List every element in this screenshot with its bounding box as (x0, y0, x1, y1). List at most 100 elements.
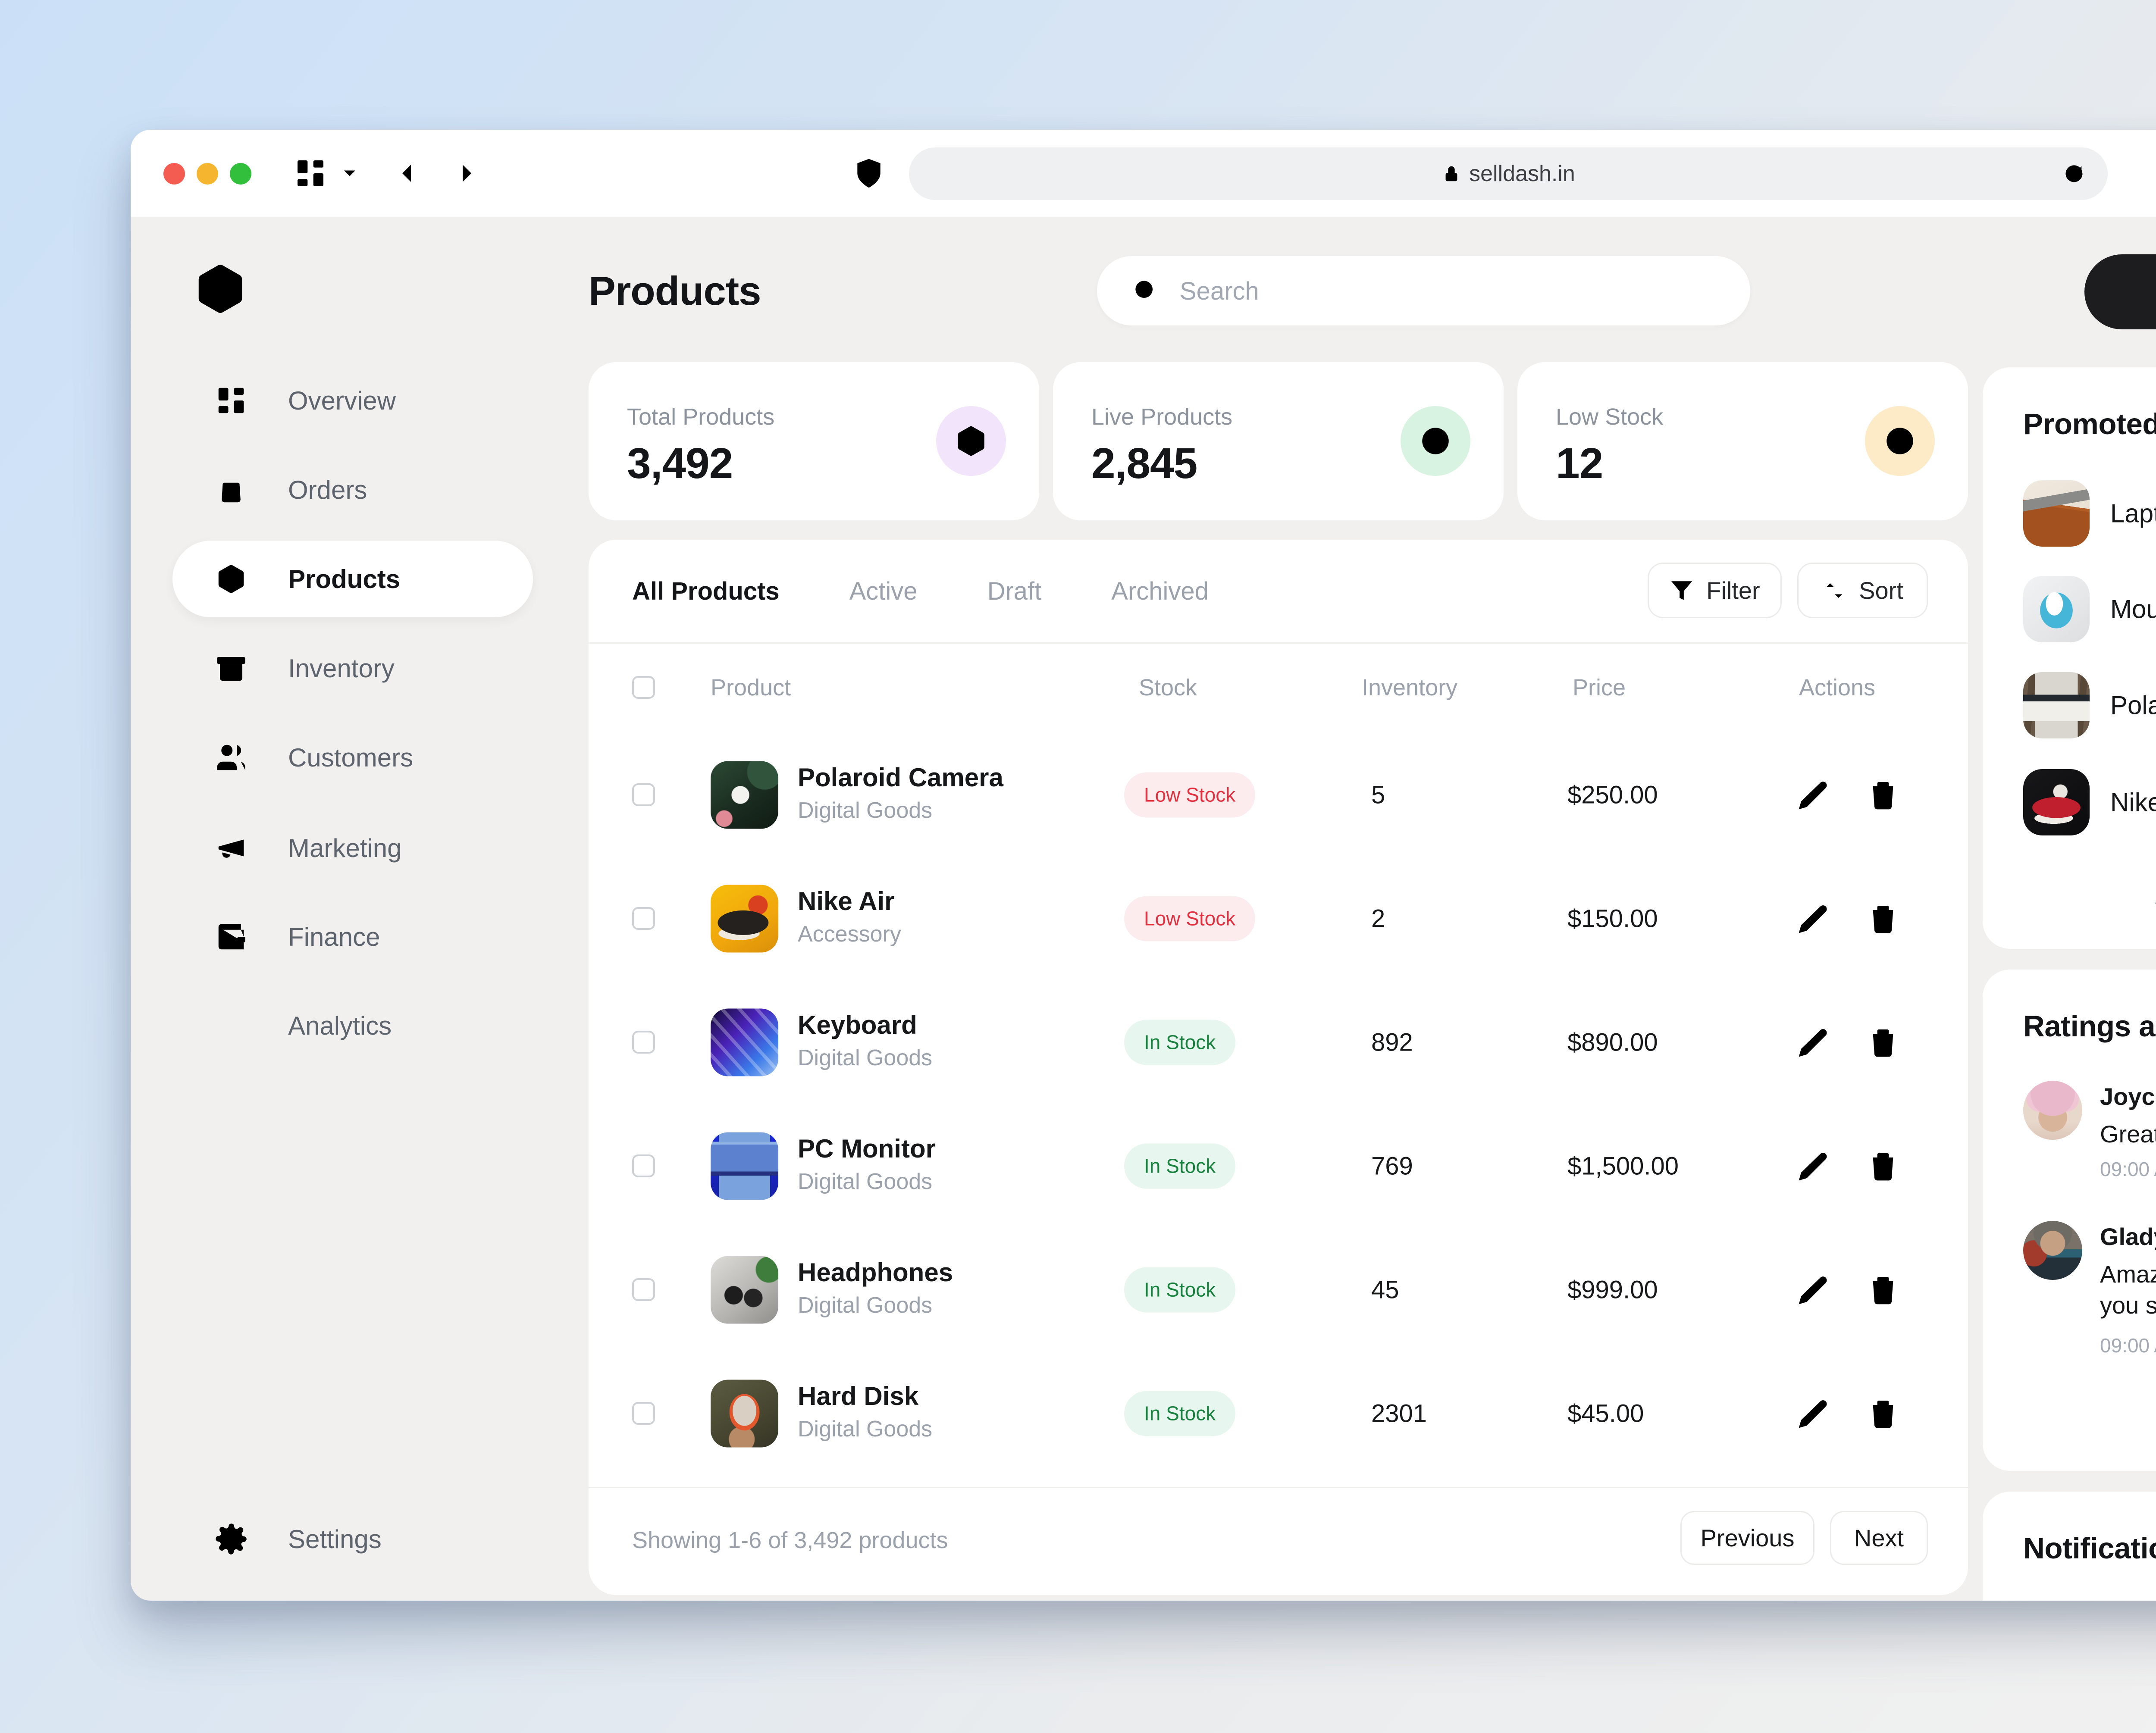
list-item[interactable]: Laptop Bag $60.00 (2023, 473, 2156, 554)
edit-pencil-icon[interactable] (1796, 1149, 1830, 1183)
previous-page-button[interactable]: Previous (1680, 1511, 1814, 1565)
reload-icon[interactable] (2063, 163, 2085, 185)
price-value: $890.00 (1567, 1028, 1658, 1056)
sidebar-item-label: Overview (288, 386, 396, 415)
check-circle-icon (1401, 406, 1470, 476)
sidebar-item-label: Settings (288, 1524, 382, 1554)
divider (589, 642, 1968, 644)
all-reviews-link[interactable]: All Reviews (1983, 1396, 2156, 1424)
sidebar-item-orders[interactable]: Orders (172, 451, 533, 528)
url-text: selldash.in (1469, 161, 1575, 186)
inventory-value: 892 (1371, 1028, 1413, 1056)
chevron-down-icon[interactable] (338, 162, 361, 185)
row-checkbox[interactable] (632, 783, 655, 806)
stock-badge: Low Stock (1124, 772, 1256, 817)
reviewer-avatar (2023, 1081, 2082, 1140)
back-icon[interactable] (389, 156, 424, 191)
column-header-price: Price (1573, 675, 1626, 701)
package-icon (936, 406, 1006, 476)
sidebar-item-label: Inventory (288, 654, 395, 683)
stat-label: Total Products (627, 404, 775, 430)
reviewer-name: Gladyce (2100, 1223, 2156, 1250)
promoted-products-card: Promoted Products Laptop Bag $60.00 Mous… (1983, 367, 2156, 949)
product-category: Digital Goods (798, 1169, 933, 1194)
notifications-title: Notifications (2023, 1532, 2156, 1565)
row-checkbox[interactable] (632, 1031, 655, 1054)
filter-label: Filter (1706, 577, 1760, 604)
sidebar-item-label: Marketing (288, 833, 402, 863)
filter-button[interactable]: Filter (1648, 563, 1782, 618)
sidebar-item-finance[interactable]: Finance (172, 898, 533, 975)
all-promoted-products-link[interactable]: All Promoted Products (1983, 881, 2156, 909)
table-row: Headphones Digital Goods In Stock 45 $99… (589, 1228, 1968, 1351)
browser-window: selldash.in Overview Orders Products (131, 130, 2156, 1601)
edit-pencil-icon[interactable] (1796, 1273, 1830, 1307)
edit-pencil-icon[interactable] (1796, 1396, 1830, 1431)
sort-button[interactable]: Sort (1797, 563, 1928, 618)
column-header-actions: Actions (1799, 675, 1876, 701)
shield-icon[interactable] (852, 156, 886, 191)
delete-trash-icon[interactable] (1866, 1025, 1900, 1060)
inventory-value: 769 (1371, 1152, 1413, 1180)
sidebar-item-label: Orders (288, 475, 367, 504)
sidebar-item-products[interactable]: Products (172, 541, 533, 617)
next-page-button[interactable]: Next (1830, 1511, 1928, 1565)
tab-all-products[interactable]: All Products (632, 577, 780, 605)
edit-pencil-icon[interactable] (1796, 901, 1830, 936)
sidebar-toggle-icon[interactable] (293, 156, 328, 191)
edit-pencil-icon[interactable] (1796, 778, 1830, 812)
address-bar[interactable]: selldash.in (909, 147, 2108, 200)
row-checkbox[interactable] (632, 1402, 655, 1425)
divider (589, 1487, 1968, 1488)
delete-trash-icon[interactable] (1866, 1149, 1900, 1183)
reviews-title: Ratings and Reviews (2023, 1010, 2156, 1043)
list-item[interactable]: Mouse $120.00 (2023, 569, 2156, 649)
alert-circle-icon (1865, 406, 1935, 476)
row-checkbox[interactable] (632, 1154, 655, 1177)
list-item[interactable]: Polaroid One $240.00 (2023, 665, 2156, 745)
sidebar-item-customers[interactable]: Customers (172, 719, 533, 796)
add-product-button[interactable]: Add Product (2084, 254, 2156, 329)
sidebar-item-analytics[interactable]: Analytics (172, 987, 533, 1064)
search-input[interactable] (1179, 256, 1720, 326)
zoom-window-button[interactable] (230, 163, 251, 185)
tab-active[interactable]: Active (849, 577, 918, 605)
list-item[interactable]: Nike Air Red $180.00 (2023, 762, 2156, 842)
delete-trash-icon[interactable] (1866, 1273, 1900, 1307)
sort-arrows-icon (1822, 578, 1847, 603)
stats-row: Total Products 3,492 Live Products 2,845… (589, 362, 1968, 520)
sidebar-item-overview[interactable]: Overview (172, 362, 533, 439)
minimize-window-button[interactable] (197, 163, 218, 185)
sidebar-item-label: Finance (288, 922, 380, 951)
sidebar-item-marketing[interactable]: Marketing (172, 810, 533, 886)
sidebar-item-settings[interactable]: Settings (172, 1501, 533, 1577)
promoted-thumbnail-nike-air-red (2023, 769, 2090, 835)
row-checkbox[interactable] (632, 1278, 655, 1301)
row-checkbox[interactable] (632, 907, 655, 930)
funnel-icon (1669, 578, 1694, 603)
tab-archived[interactable]: Archived (1111, 577, 1209, 605)
analytics-chart-icon (214, 1009, 248, 1042)
edit-pencil-icon[interactable] (1796, 1025, 1830, 1060)
inventory-archive-icon (214, 651, 248, 685)
delete-trash-icon[interactable] (1866, 1396, 1900, 1431)
settings-gear-icon (214, 1522, 248, 1556)
product-category: Accessory (798, 921, 901, 947)
customers-users-icon (214, 741, 248, 774)
delete-trash-icon[interactable] (1866, 901, 1900, 936)
notifications-card: Notifications (1983, 1492, 2156, 1601)
table-row: Keyboard Digital Goods In Stock 892 $890… (589, 980, 1968, 1104)
app-logo-package-icon (191, 260, 249, 318)
close-window-button[interactable] (163, 163, 185, 185)
price-value: $1,500.00 (1567, 1152, 1679, 1180)
reviewer-avatar (2023, 1221, 2082, 1280)
delete-trash-icon[interactable] (1866, 778, 1900, 812)
select-all-checkbox[interactable] (632, 676, 655, 699)
product-thumbnail-pc-monitor (711, 1132, 778, 1200)
product-name: Polaroid Camera (798, 763, 1003, 792)
promoted-name: Nike Air Red (2110, 788, 2156, 817)
sidebar-item-inventory[interactable]: Inventory (172, 630, 533, 707)
tab-draft[interactable]: Draft (987, 577, 1042, 605)
product-thumbnail-polaroid-camera (711, 761, 778, 829)
forward-icon[interactable] (450, 156, 484, 191)
